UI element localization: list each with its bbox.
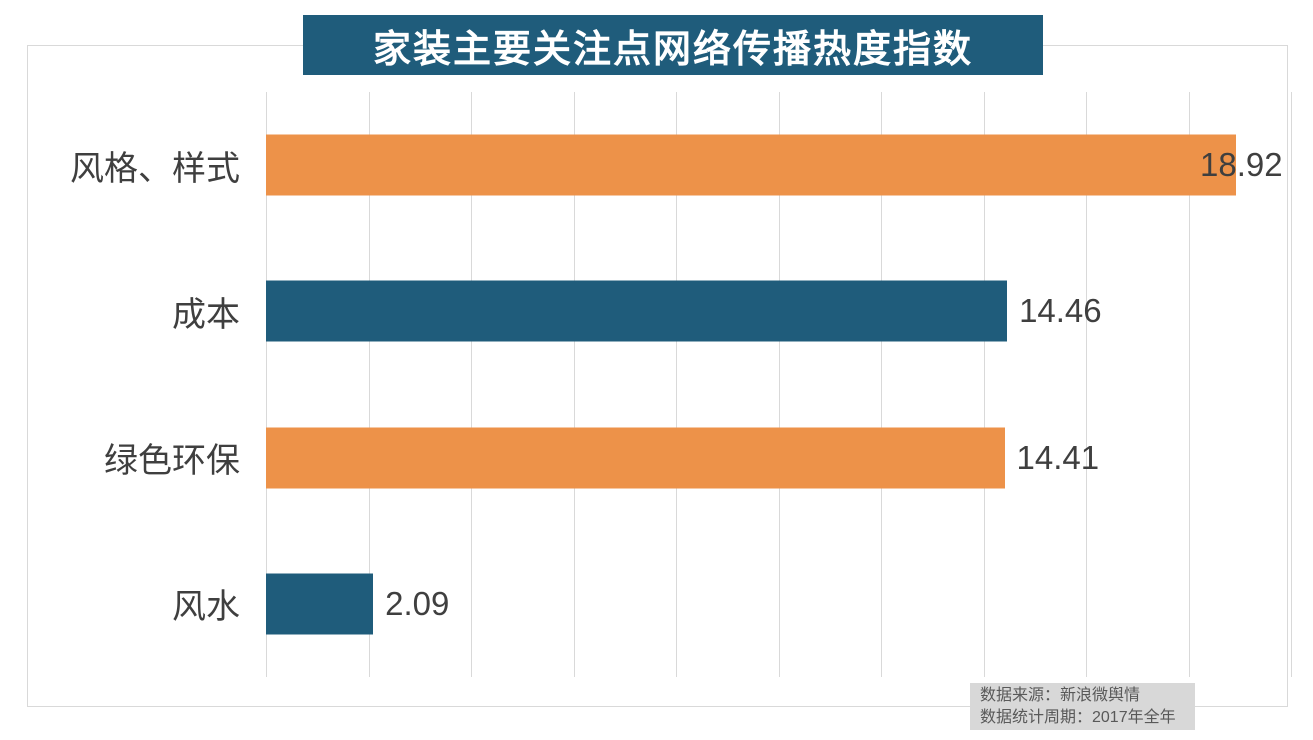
bar-value-label: 2.09 [385,584,450,622]
source-note: 数据来源：新浪微舆情 数据统计周期：2017年全年 [970,683,1195,730]
bar-value-label: 18.92 [1200,146,1283,184]
grid-line [1086,92,1087,677]
grid-line [1291,92,1292,677]
bar [266,280,1008,342]
bar [266,573,374,635]
category-label: 绿色环保 [104,442,240,481]
bar-band: 18.92 [266,92,1291,238]
category-label: 风水 [172,588,240,627]
category-label: 成本 [172,295,240,334]
category-label: 风格、样式 [70,149,240,188]
plot-area: 18.92 14.46 14.41 2.09 [266,92,1292,677]
grid-line [266,92,267,677]
grid-line [471,92,472,677]
category-axis: 风格、样式成本绿色环保风水 [0,92,240,677]
bar-band: 14.41 [266,385,1291,531]
bar-value-label: 14.46 [1019,292,1102,330]
source-line-1: 数据来源：新浪微舆情 [980,687,1141,704]
grid-line [881,92,882,677]
grid-line [983,92,985,677]
bars-layer: 18.92 14.46 14.41 2.09 [266,92,1291,677]
grid-line [676,92,677,677]
bar-band: 2.09 [266,531,1291,677]
bar-value-label: 14.41 [1016,438,1100,476]
chart-title-banner: 家装主要关注点网络传播热度指数 [303,15,1043,75]
bar-band: 14.46 [266,238,1291,384]
bar [266,427,1005,489]
grid-line [368,92,370,677]
source-line-2: 数据统计周期：2017年全年 [980,709,1176,726]
grid-line [1188,92,1190,677]
chart-title: 家装主要关注点网络传播热度指数 [372,28,973,71]
grid-line [778,92,780,677]
bar [266,134,1236,196]
grid-line [573,92,575,677]
